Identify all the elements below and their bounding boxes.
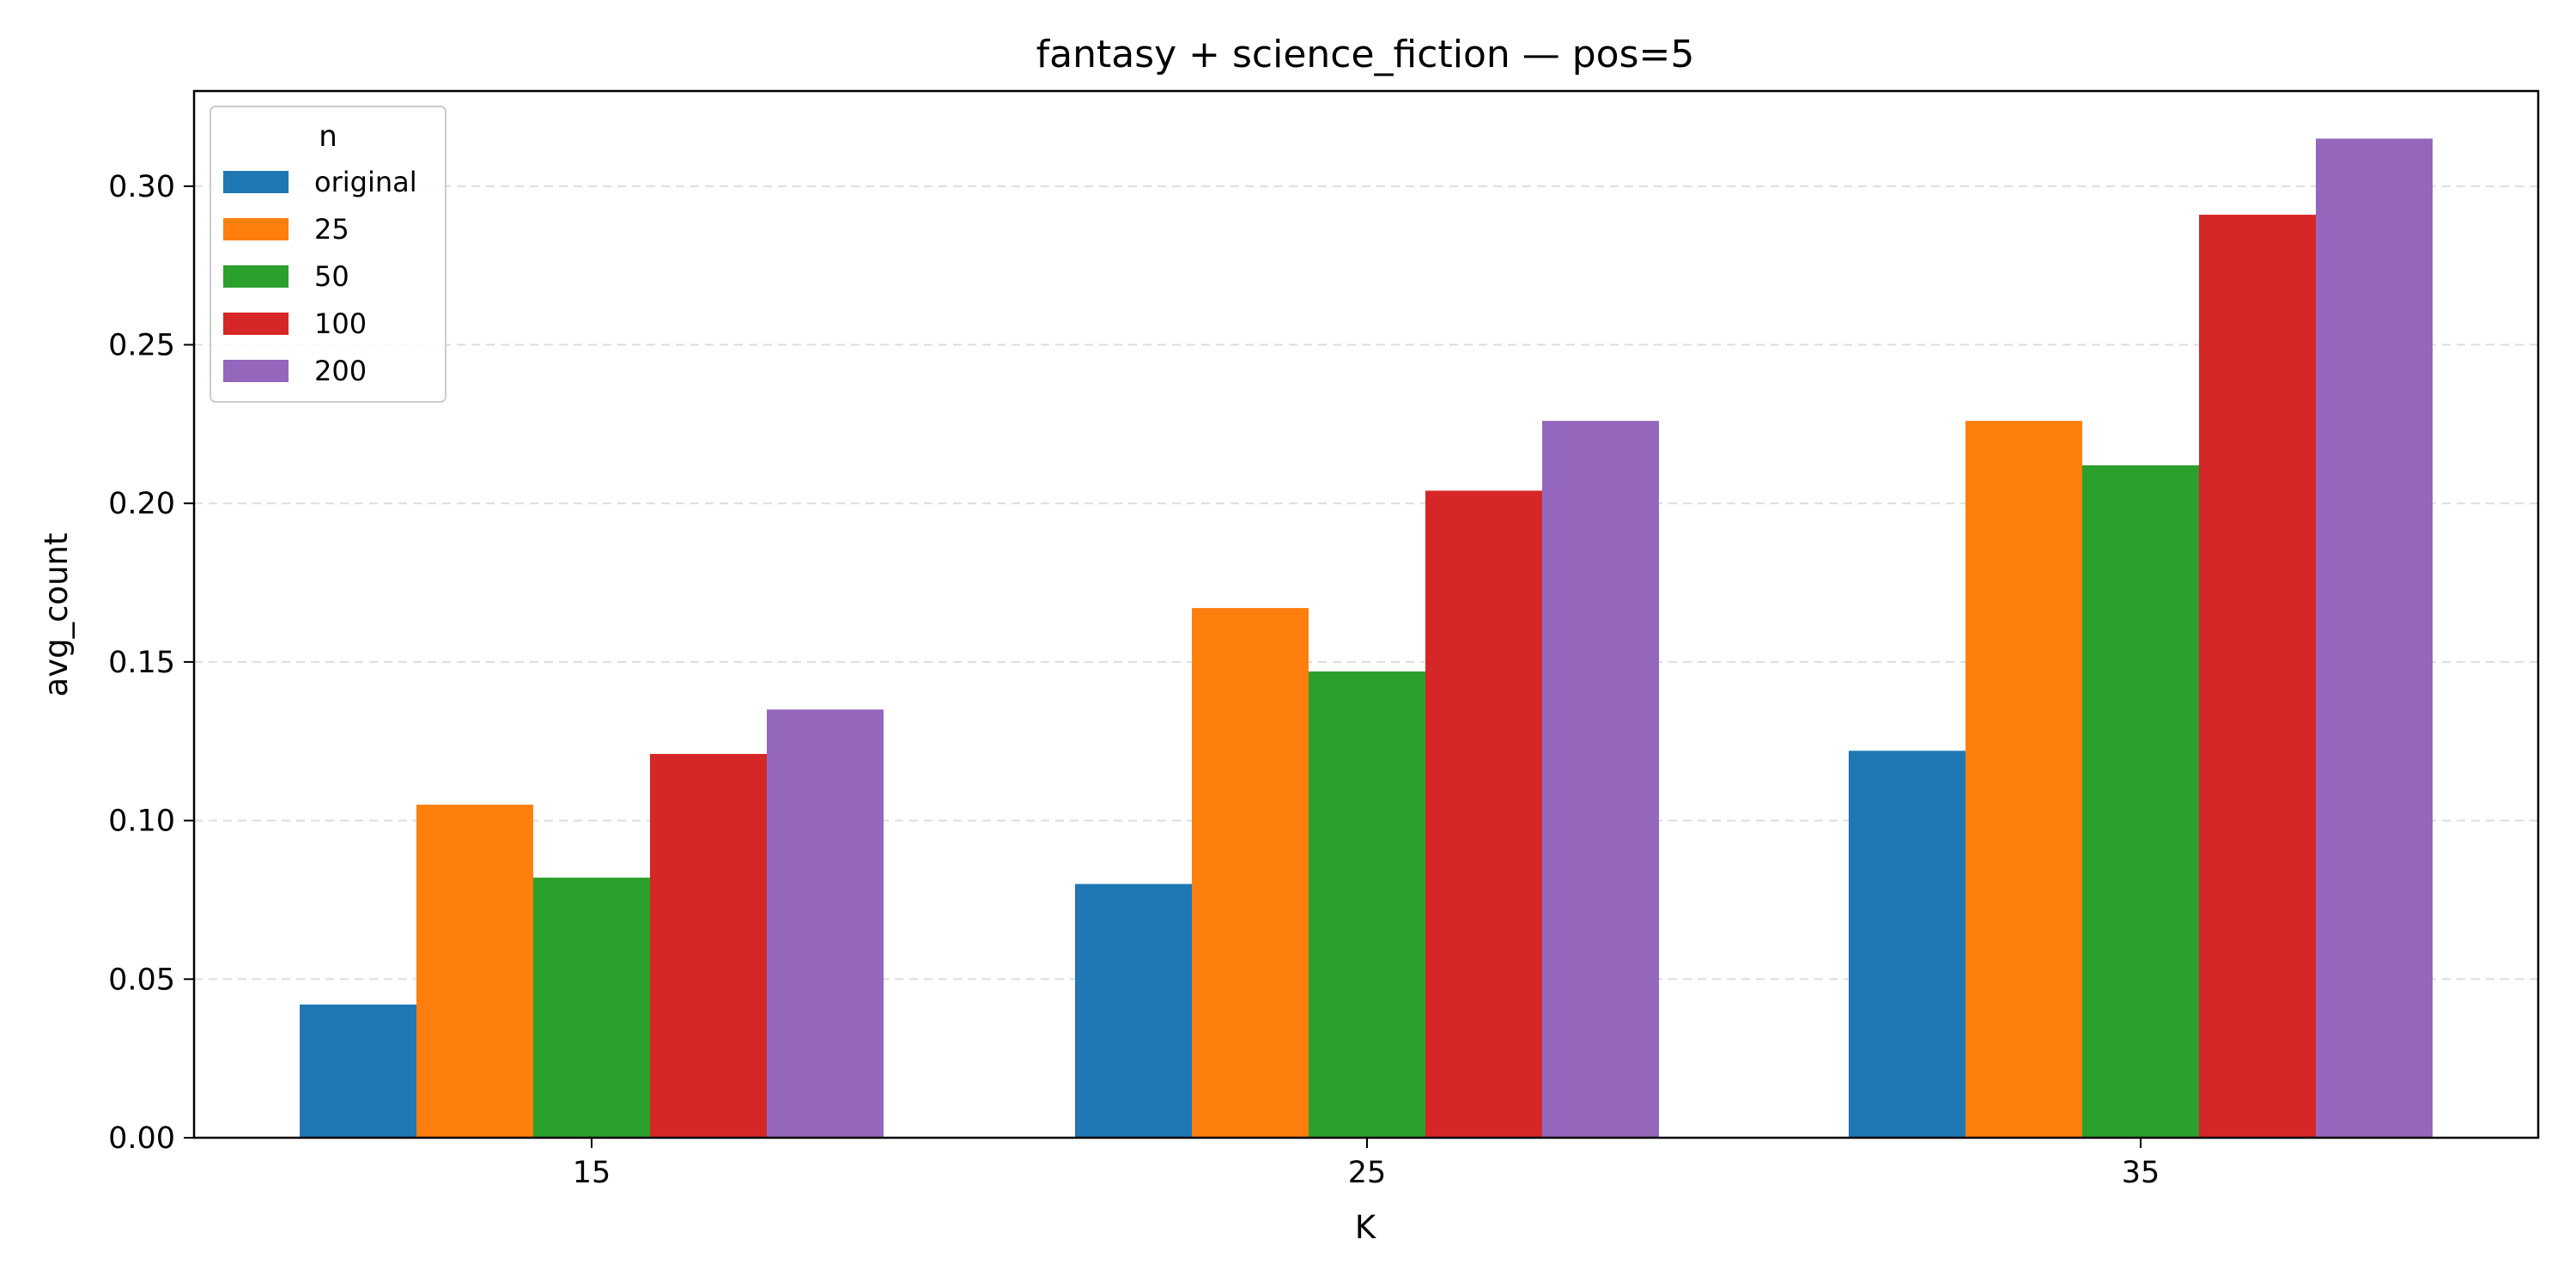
legend-swatch [223,265,289,288]
y-tick-label: 0.05 [108,963,175,997]
bar-50-k15 [533,878,650,1138]
x-tick-label: 35 [2122,1156,2160,1190]
y-tick-label: 0.00 [108,1121,175,1156]
x-axis-label: K [1355,1209,1377,1246]
y-tick-label: 0.25 [108,329,175,363]
legend-label: 25 [314,213,349,246]
legend-title: n [319,119,337,154]
bars-group [300,138,2433,1139]
bar-25-k15 [416,805,533,1138]
bar-100-k35 [2199,215,2316,1139]
bar-200-k35 [2316,138,2433,1139]
legend-label: 50 [314,260,349,293]
y-axis: 0.00 0.05 0.10 0.15 0.20 0.25 0.30 [108,170,194,1156]
x-tick-label: 15 [573,1156,611,1190]
legend: n original 25 50 100 200 [210,106,447,403]
x-tick-label: 25 [1348,1156,1387,1190]
bar-25-k25 [1192,608,1309,1138]
bar-original-k35 [1849,750,1965,1138]
bar-original-k15 [300,1004,416,1138]
y-tick-label: 0.15 [108,646,175,680]
chart-title: fantasy + science_fiction — pos=5 [1036,33,1695,76]
bar-100-k15 [650,754,767,1138]
bar-original-k25 [1075,884,1192,1138]
legend-swatch [223,360,289,382]
y-tick-label: 0.30 [108,170,175,204]
legend-label: 200 [314,355,367,387]
bar-50-k35 [2082,465,2199,1138]
legend-items: original 25 50 100 200 [223,166,417,387]
y-tick-label: 0.20 [108,487,175,521]
bar-25-k35 [1965,421,2082,1139]
legend-label: 100 [314,307,367,340]
legend-swatch [223,313,289,335]
bar-100-k25 [1425,490,1542,1138]
bar-200-k25 [1542,421,1659,1139]
y-axis-label: avg_count [38,533,75,697]
y-tick-label: 0.10 [108,805,175,839]
x-axis: 15 25 35 [573,1138,2160,1190]
bar-200-k15 [767,709,884,1138]
bar-50-k25 [1309,671,1425,1138]
legend-swatch [223,171,289,193]
legend-label: original [314,166,417,198]
legend-swatch [223,218,289,240]
